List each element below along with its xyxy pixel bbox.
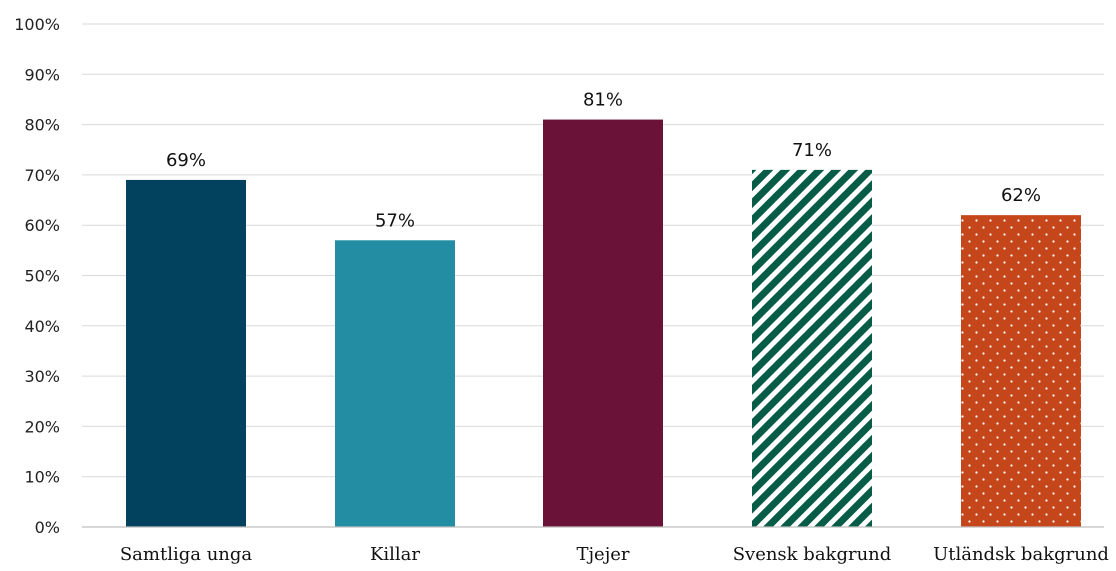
y-tick-label: 40% [24, 317, 60, 336]
y-axis: 0% 10% 20% 30% 40% 50% 60% 70% 80% 90% 100% [14, 15, 60, 537]
y-tick-label: 60% [24, 216, 60, 235]
x-tick-label: Samtliga unga [120, 544, 253, 565]
x-tick-label: Svensk bakgrund [733, 544, 892, 565]
y-tick-label: 0% [35, 518, 60, 537]
y-tick-label: 90% [24, 65, 60, 84]
x-axis: Samtliga unga Killar Tjejer Svensk bakgrund… [82, 526, 1109, 565]
data-label: 81% [583, 90, 623, 111]
y-tick-label: 80% [24, 116, 60, 135]
data-label: 62% [1001, 185, 1041, 206]
bar-utl-ndsk-bakgrund [961, 215, 1081, 527]
bars [126, 119, 1081, 528]
bar-svensk-bakgrund [752, 169, 872, 527]
x-tick-label: Tjejer [576, 544, 629, 565]
bar-samtliga-unga [126, 179, 246, 527]
x-tick-label: Utländsk bakgrund [933, 544, 1109, 565]
y-tick-label: 50% [24, 267, 60, 286]
data-labels: 69% 57% 81% 71% 62% [166, 90, 1041, 232]
y-tick-label: 20% [24, 417, 60, 436]
y-tick-label: 100% [14, 15, 60, 34]
data-label: 71% [792, 140, 832, 161]
x-tick-label: Killar [370, 544, 420, 565]
y-tick-label: 10% [24, 468, 60, 487]
y-tick-label: 30% [24, 367, 60, 386]
y-tick-label: 70% [24, 166, 60, 185]
bar-tjejer [543, 119, 663, 527]
bar-killar [335, 240, 455, 528]
data-label: 69% [166, 150, 206, 171]
data-label: 57% [375, 210, 415, 231]
